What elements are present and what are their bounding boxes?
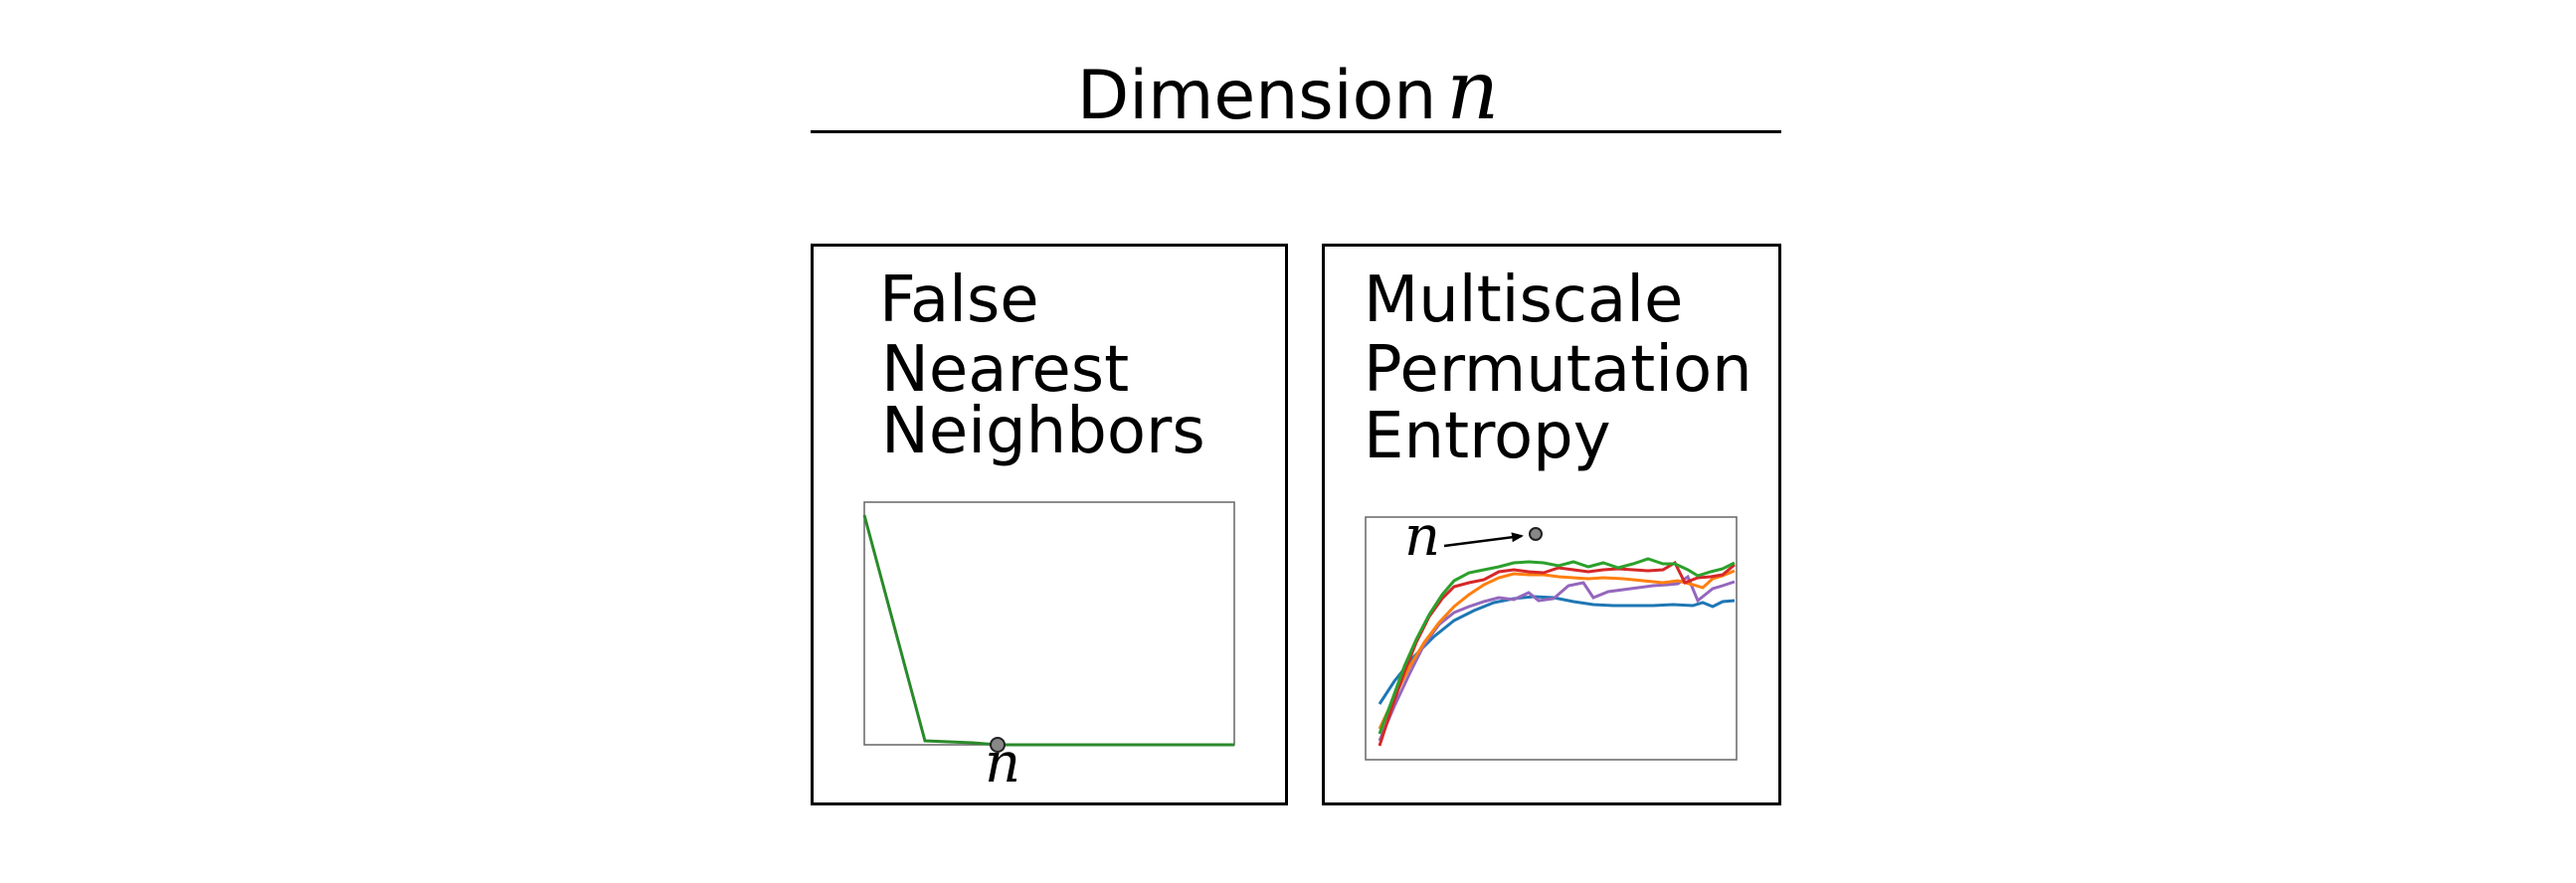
mpe-series-green — [1378, 557, 1736, 735]
mpe-marker-point — [1529, 527, 1543, 541]
fnn-plot-frame — [863, 501, 1235, 746]
panel-title-line-2: Permutation — [1364, 333, 1752, 407]
mpe-marker-arrow — [1443, 532, 1524, 548]
panel-title-line-1: Multiscale — [1364, 264, 1684, 337]
mpe-series-red — [1378, 560, 1736, 747]
heading-variable: n — [1446, 44, 1500, 138]
mpe-marker-label: n — [1404, 504, 1440, 569]
panel-title-line-1: False — [879, 264, 1039, 337]
panel-false-nearest-neighbors: False Nearest Neighbors n — [811, 244, 1288, 805]
mpe-series-purple — [1378, 574, 1736, 742]
heading-rule — [811, 130, 1781, 133]
fnn-marker-label: n — [985, 731, 1020, 795]
panel-multiscale-permutation-entropy: Multiscale Permutation Entropy n — [1322, 244, 1781, 805]
heading-text: Dimension — [1076, 57, 1437, 135]
panel-title-line-3: Neighbors — [881, 395, 1205, 468]
mpe-plot: n — [1365, 504, 1738, 761]
panel-title-line-2: Nearest — [881, 333, 1130, 407]
mpe-series-orange — [1378, 569, 1736, 730]
mpe-plot-frame — [1365, 516, 1738, 761]
fnn-plot: n — [862, 501, 1235, 795]
mpe-series-blue — [1378, 595, 1736, 705]
fnn-curve — [862, 514, 1234, 747]
panel-title-line-3: Entropy — [1364, 400, 1611, 473]
diagram-heading: Dimension n — [0, 51, 2576, 136]
fnn-marker-point — [990, 737, 1006, 753]
